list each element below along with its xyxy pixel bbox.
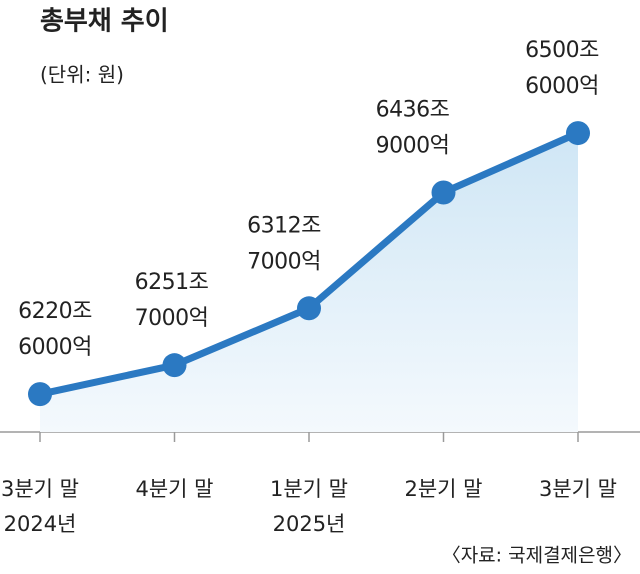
chart-subtitle: (단위: 원)	[40, 63, 124, 87]
x-tick-label: 4분기 말	[136, 477, 214, 501]
value-label: 6312조 7000억	[247, 213, 321, 274]
x-tick-label: 3분기 말	[539, 477, 617, 501]
source: 〈자료: 국제결제은행〉	[442, 545, 632, 567]
value-label: 6220조 6000억	[18, 299, 92, 360]
point	[28, 382, 52, 407]
value-label: 6251조 7000억	[135, 270, 209, 331]
point	[162, 353, 187, 378]
point	[431, 180, 456, 205]
area	[40, 133, 578, 432]
value-label: 6500조 6000억	[525, 38, 599, 99]
point	[297, 296, 321, 321]
chart-title: 총부채 추이	[40, 7, 169, 37]
value-label: 6436조 9000억	[376, 97, 450, 158]
x-tick-label: 1분기 말 2025년	[270, 477, 348, 536]
x-tick-label: 2분기 말	[405, 477, 483, 501]
point	[566, 121, 590, 146]
x-tick-label: 3분기 말 2024년	[1, 477, 79, 536]
